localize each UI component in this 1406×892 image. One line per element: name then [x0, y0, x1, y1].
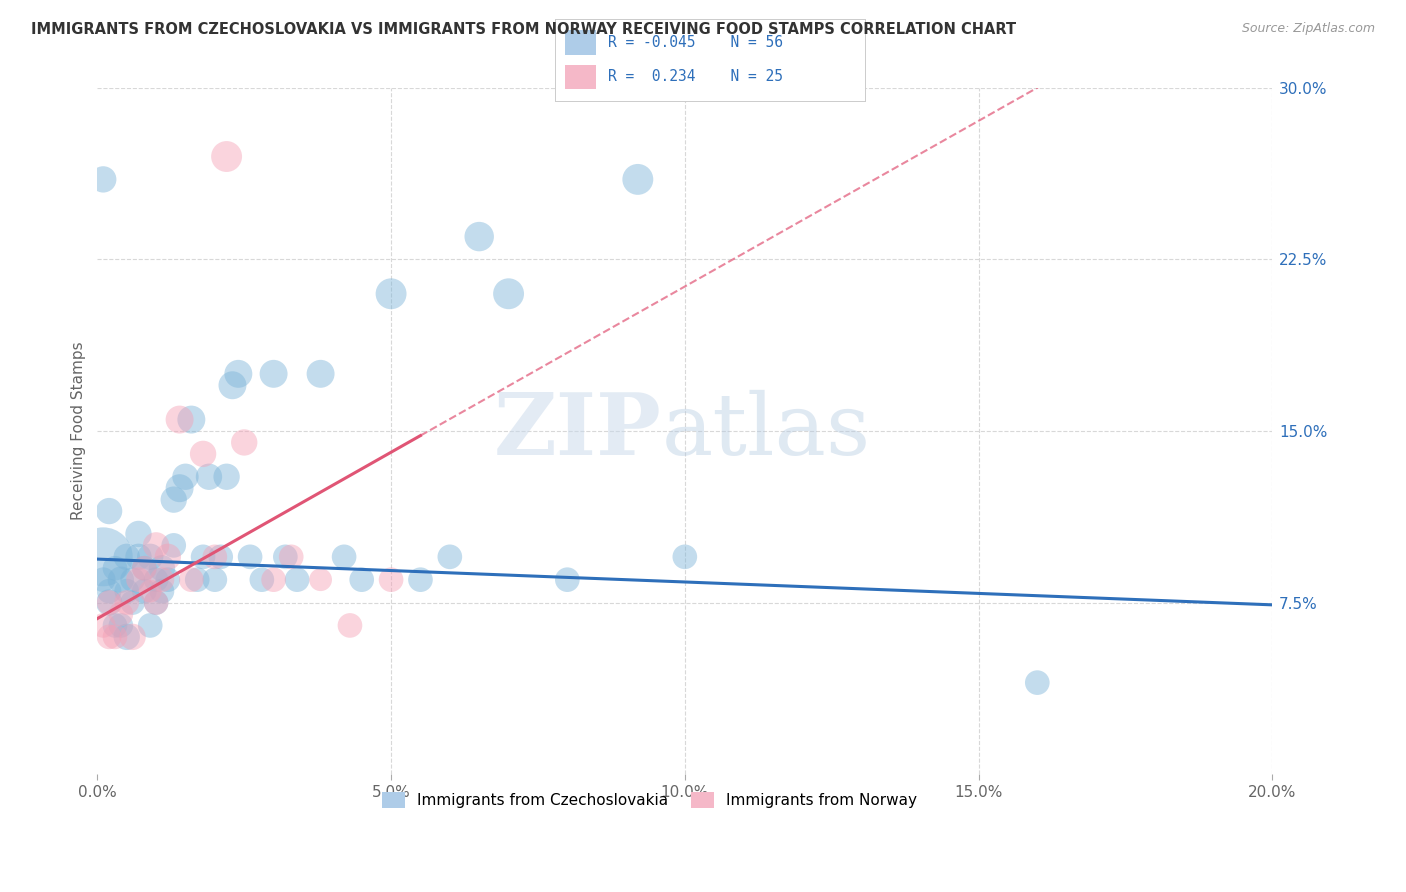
Point — [139, 549, 162, 564]
Point — [91, 549, 114, 564]
Point — [104, 561, 127, 575]
Point — [263, 573, 285, 587]
Point — [191, 447, 214, 461]
Point — [163, 538, 186, 552]
Point — [380, 286, 402, 301]
Point — [498, 286, 520, 301]
Point — [134, 584, 156, 599]
Text: ZIP: ZIP — [494, 389, 661, 473]
Bar — [565, 65, 596, 89]
Point — [215, 149, 238, 163]
Text: atlas: atlas — [661, 390, 870, 473]
Point — [91, 618, 114, 632]
Point — [333, 549, 356, 564]
Point — [98, 630, 121, 644]
Point — [91, 573, 114, 587]
Point — [110, 573, 132, 587]
Point — [221, 378, 243, 392]
Point — [174, 469, 197, 483]
Bar — [565, 30, 596, 54]
Point — [169, 412, 191, 426]
Text: IMMIGRANTS FROM CZECHOSLOVAKIA VS IMMIGRANTS FROM NORWAY RECEIVING FOOD STAMPS C: IMMIGRANTS FROM CZECHOSLOVAKIA VS IMMIGR… — [31, 22, 1017, 37]
Point — [274, 549, 297, 564]
Point — [121, 573, 143, 587]
Point — [127, 573, 149, 587]
Point — [309, 367, 332, 381]
Point — [285, 573, 308, 587]
Point — [127, 549, 149, 564]
Point — [115, 630, 138, 644]
Point — [350, 573, 373, 587]
Point — [98, 584, 121, 599]
Point — [139, 584, 162, 599]
Legend: Immigrants from Czechoslovakia, Immigrants from Norway: Immigrants from Czechoslovakia, Immigran… — [375, 787, 924, 814]
Point — [134, 561, 156, 575]
Text: R =  0.234    N = 25: R = 0.234 N = 25 — [607, 70, 783, 85]
Point — [557, 573, 579, 587]
Point — [280, 549, 302, 564]
Point — [115, 549, 138, 564]
Point — [204, 549, 226, 564]
Point — [145, 538, 167, 552]
Point — [127, 527, 149, 541]
Point — [250, 573, 273, 587]
Point — [98, 504, 121, 518]
Point — [121, 630, 143, 644]
Point — [98, 596, 121, 610]
Point — [104, 618, 127, 632]
Point — [339, 618, 361, 632]
Point — [163, 492, 186, 507]
Y-axis label: Receiving Food Stamps: Receiving Food Stamps — [72, 342, 86, 520]
Point — [145, 573, 167, 587]
Point — [150, 561, 173, 575]
Point — [309, 573, 332, 587]
Point — [110, 618, 132, 632]
Text: Source: ZipAtlas.com: Source: ZipAtlas.com — [1241, 22, 1375, 36]
Point — [169, 481, 191, 495]
Point — [91, 172, 114, 186]
Point — [115, 584, 138, 599]
Point — [180, 573, 202, 587]
Point — [191, 549, 214, 564]
Point — [228, 367, 250, 381]
Point — [115, 596, 138, 610]
Point — [215, 469, 238, 483]
Point — [1026, 675, 1049, 690]
Point — [263, 367, 285, 381]
Point — [233, 435, 256, 450]
Point — [409, 573, 432, 587]
Point — [121, 596, 143, 610]
Point — [145, 596, 167, 610]
Point — [110, 607, 132, 621]
Point — [209, 549, 232, 564]
Point — [198, 469, 221, 483]
Point — [627, 172, 650, 186]
Point — [180, 412, 202, 426]
Point — [156, 549, 179, 564]
Point — [145, 596, 167, 610]
Point — [156, 573, 179, 587]
Point — [239, 549, 262, 564]
Point — [439, 549, 461, 564]
Point — [150, 573, 173, 587]
Point — [468, 229, 491, 244]
Point — [150, 584, 173, 599]
Point — [98, 596, 121, 610]
Point — [673, 549, 696, 564]
Point — [104, 630, 127, 644]
Point — [186, 573, 208, 587]
Point — [204, 573, 226, 587]
Text: R = -0.045    N = 56: R = -0.045 N = 56 — [607, 35, 783, 50]
Point — [380, 573, 402, 587]
Point — [134, 561, 156, 575]
Point — [139, 618, 162, 632]
